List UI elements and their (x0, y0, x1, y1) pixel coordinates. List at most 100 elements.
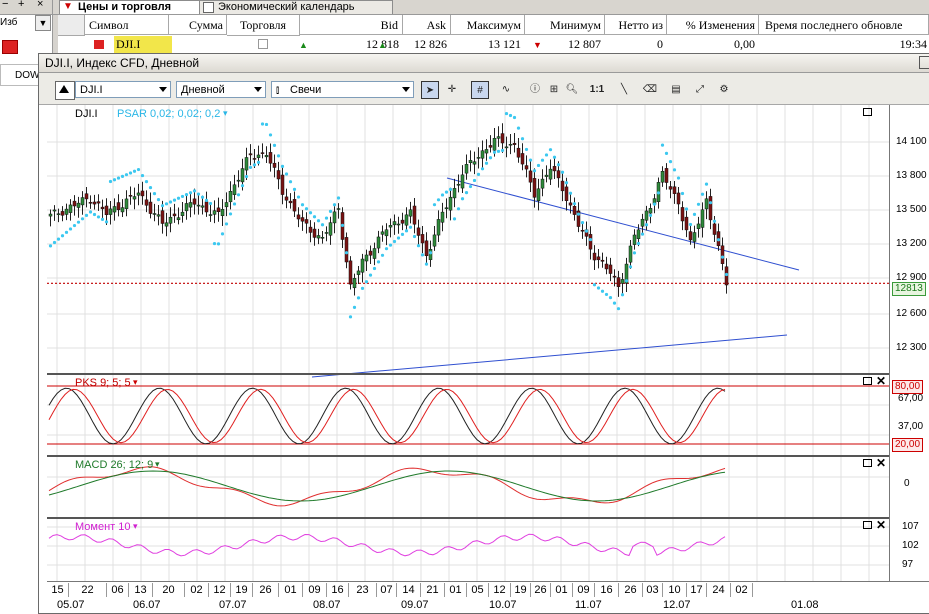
chevron-down-icon[interactable]: ▾ (223, 108, 228, 118)
candle-body (660, 171, 665, 183)
minus-icon[interactable]: − (2, 0, 9, 10)
col-header-pct[interactable]: % Изменения (667, 15, 759, 35)
col-header-high[interactable]: Максимум (451, 15, 525, 35)
chevron-down-icon[interactable]: ▾ (133, 521, 138, 531)
zoom-icon: 🔍︎ (565, 84, 579, 95)
psar-dot (220, 232, 225, 236)
candle-body (136, 192, 141, 196)
period-select[interactable]: Дневной (176, 81, 266, 98)
x-day-label: 17 (687, 583, 707, 597)
psar-dot (500, 148, 505, 153)
stoch-low-tag: 20,00 (892, 438, 924, 452)
settings-tool-button[interactable]: ⚙ (715, 81, 733, 99)
maximize-pane-icon[interactable] (863, 521, 872, 529)
x-day-label: 09 (573, 583, 595, 597)
maximize-pane-icon[interactable] (863, 459, 872, 467)
candle-body (168, 216, 173, 224)
psar-dot (480, 167, 485, 171)
plus-chart-icon: ⊞ (549, 84, 559, 95)
tab-prices[interactable]: ▼ Цены и торговля (59, 0, 221, 14)
x-day-label: 06 (107, 583, 129, 597)
chevron-down-icon[interactable]: ▾ (155, 459, 160, 469)
candle-body (336, 208, 341, 210)
psar-dot (196, 192, 201, 196)
maximize-icon[interactable] (919, 56, 929, 69)
candle-body (600, 259, 605, 262)
crosshair-tool-button[interactable]: ✛ (443, 81, 461, 99)
close-icon[interactable]: × (37, 0, 44, 10)
momentum-label[interactable]: Момент 10 (75, 521, 131, 533)
table-row[interactable]: DJI.I ▲ 12 818 ▲ 12 826 13 121 ▼ 12 807 … (58, 36, 929, 53)
psar-dot (236, 193, 241, 197)
time-axis[interactable]: 15 22 06 13 20 02 12 19 26 01 09 16 23 07 14 21 01 05 12 19… (47, 581, 929, 613)
symbol-list-icon (94, 40, 104, 49)
candle-body (696, 223, 701, 229)
candle-body (52, 209, 57, 212)
row-selector[interactable] (58, 15, 85, 36)
symbol-list-icon[interactable] (2, 40, 18, 54)
close-pane-icon[interactable]: ✕ (876, 518, 887, 532)
psar-label[interactable]: PSAR 0,02; 0,02; 0,2 (117, 108, 221, 120)
psar-dot (556, 163, 561, 167)
col-header-time[interactable]: Время последнего обновле (759, 15, 929, 35)
grid-tool-button[interactable]: # (471, 81, 489, 99)
close-pane-icon[interactable]: ✕ (876, 456, 887, 470)
symbol-triangle-button[interactable] (55, 81, 75, 100)
pane-separator[interactable] (47, 455, 889, 457)
stoch-label[interactable]: PKS 9; 5; 5 (75, 377, 131, 389)
psar-dot (240, 184, 245, 188)
chart-titlebar[interactable]: DJI.I, Индекс CFD, Дневной (39, 54, 929, 73)
psar-dot (724, 272, 729, 277)
quotes-table: Символ Сумма Торговля Bid Ask Максимум М… (58, 15, 929, 53)
tick-label: 12 300 (896, 342, 927, 353)
one-to-one-button[interactable]: 1:1 (589, 84, 605, 95)
col-header-net[interactable]: Нетто из (605, 15, 667, 35)
col-header-ask[interactable]: Ask (403, 15, 451, 35)
x-month-label: 08.07 (313, 599, 341, 611)
maximize-pane-icon[interactable] (863, 377, 872, 385)
col-header-symbol[interactable]: Символ (85, 15, 169, 35)
eraser-tool-button[interactable]: ⌫ (641, 81, 659, 99)
x-month-label: 12.07 (663, 599, 691, 611)
col-header-bid[interactable]: Bid (299, 15, 403, 35)
col-header-low[interactable]: Минимум (525, 15, 605, 35)
plus-icon[interactable]: + (18, 0, 25, 10)
pane-separator[interactable] (47, 517, 889, 519)
close-pane-icon[interactable]: ✕ (876, 374, 887, 388)
candle-body (92, 201, 97, 205)
tick-label: 97 (902, 559, 914, 570)
macd-label[interactable]: MACD 26; 12; 9 (75, 459, 154, 471)
candle-body (436, 219, 441, 236)
candle-body (596, 256, 601, 261)
macd-signal-line (48, 470, 726, 502)
indicators-button[interactable]: ∿ (497, 81, 515, 99)
candle-body (536, 188, 541, 201)
candle-body (408, 209, 413, 217)
crosshair-icon: ✛ (447, 84, 457, 95)
pane-separator[interactable] (47, 373, 889, 375)
trendline-tool-button[interactable]: ╲ (615, 81, 633, 99)
add-study-button[interactable]: ⊞ (545, 81, 563, 99)
pointer-tool-button[interactable]: ➤ (421, 81, 439, 99)
col-header-trade[interactable]: Торговля (227, 15, 300, 36)
symbol-select[interactable]: DJI.I (75, 81, 171, 98)
maximize-pane-icon[interactable] (863, 108, 872, 116)
trade-checkbox[interactable] (258, 39, 268, 49)
col-header-amount[interactable]: Сумма (169, 15, 227, 35)
down-arrow-icon: ▼ (533, 40, 542, 50)
resize-tool-button[interactable]: ⤢ (691, 81, 709, 99)
candle-body (360, 258, 365, 273)
chart-plot-area[interactable]: DJI.I PSAR 0,02; 0,02; 0,2 ▾ PKS 9; 5; 5… (47, 105, 889, 581)
zoom-button[interactable]: 🔍︎ (563, 81, 581, 99)
left-panel-dropdown[interactable]: ▼ (35, 15, 51, 31)
info-button[interactable]: ⓘ (526, 81, 544, 99)
candle-body (180, 211, 185, 216)
chart-type-select[interactable]: ⫾ Свечи (271, 81, 414, 98)
tab-calendar[interactable]: Экономический календарь (199, 0, 393, 14)
fibo-tool-button[interactable]: ▤ (667, 81, 685, 99)
chevron-down-icon[interactable]: ▾ (133, 377, 138, 387)
psar-dot (692, 212, 697, 216)
psar-dot (56, 237, 61, 241)
psar-dot (364, 280, 369, 284)
price-axis[interactable]: 14 100 13 800 13 500 13 200 12 900 12 60… (889, 105, 929, 581)
